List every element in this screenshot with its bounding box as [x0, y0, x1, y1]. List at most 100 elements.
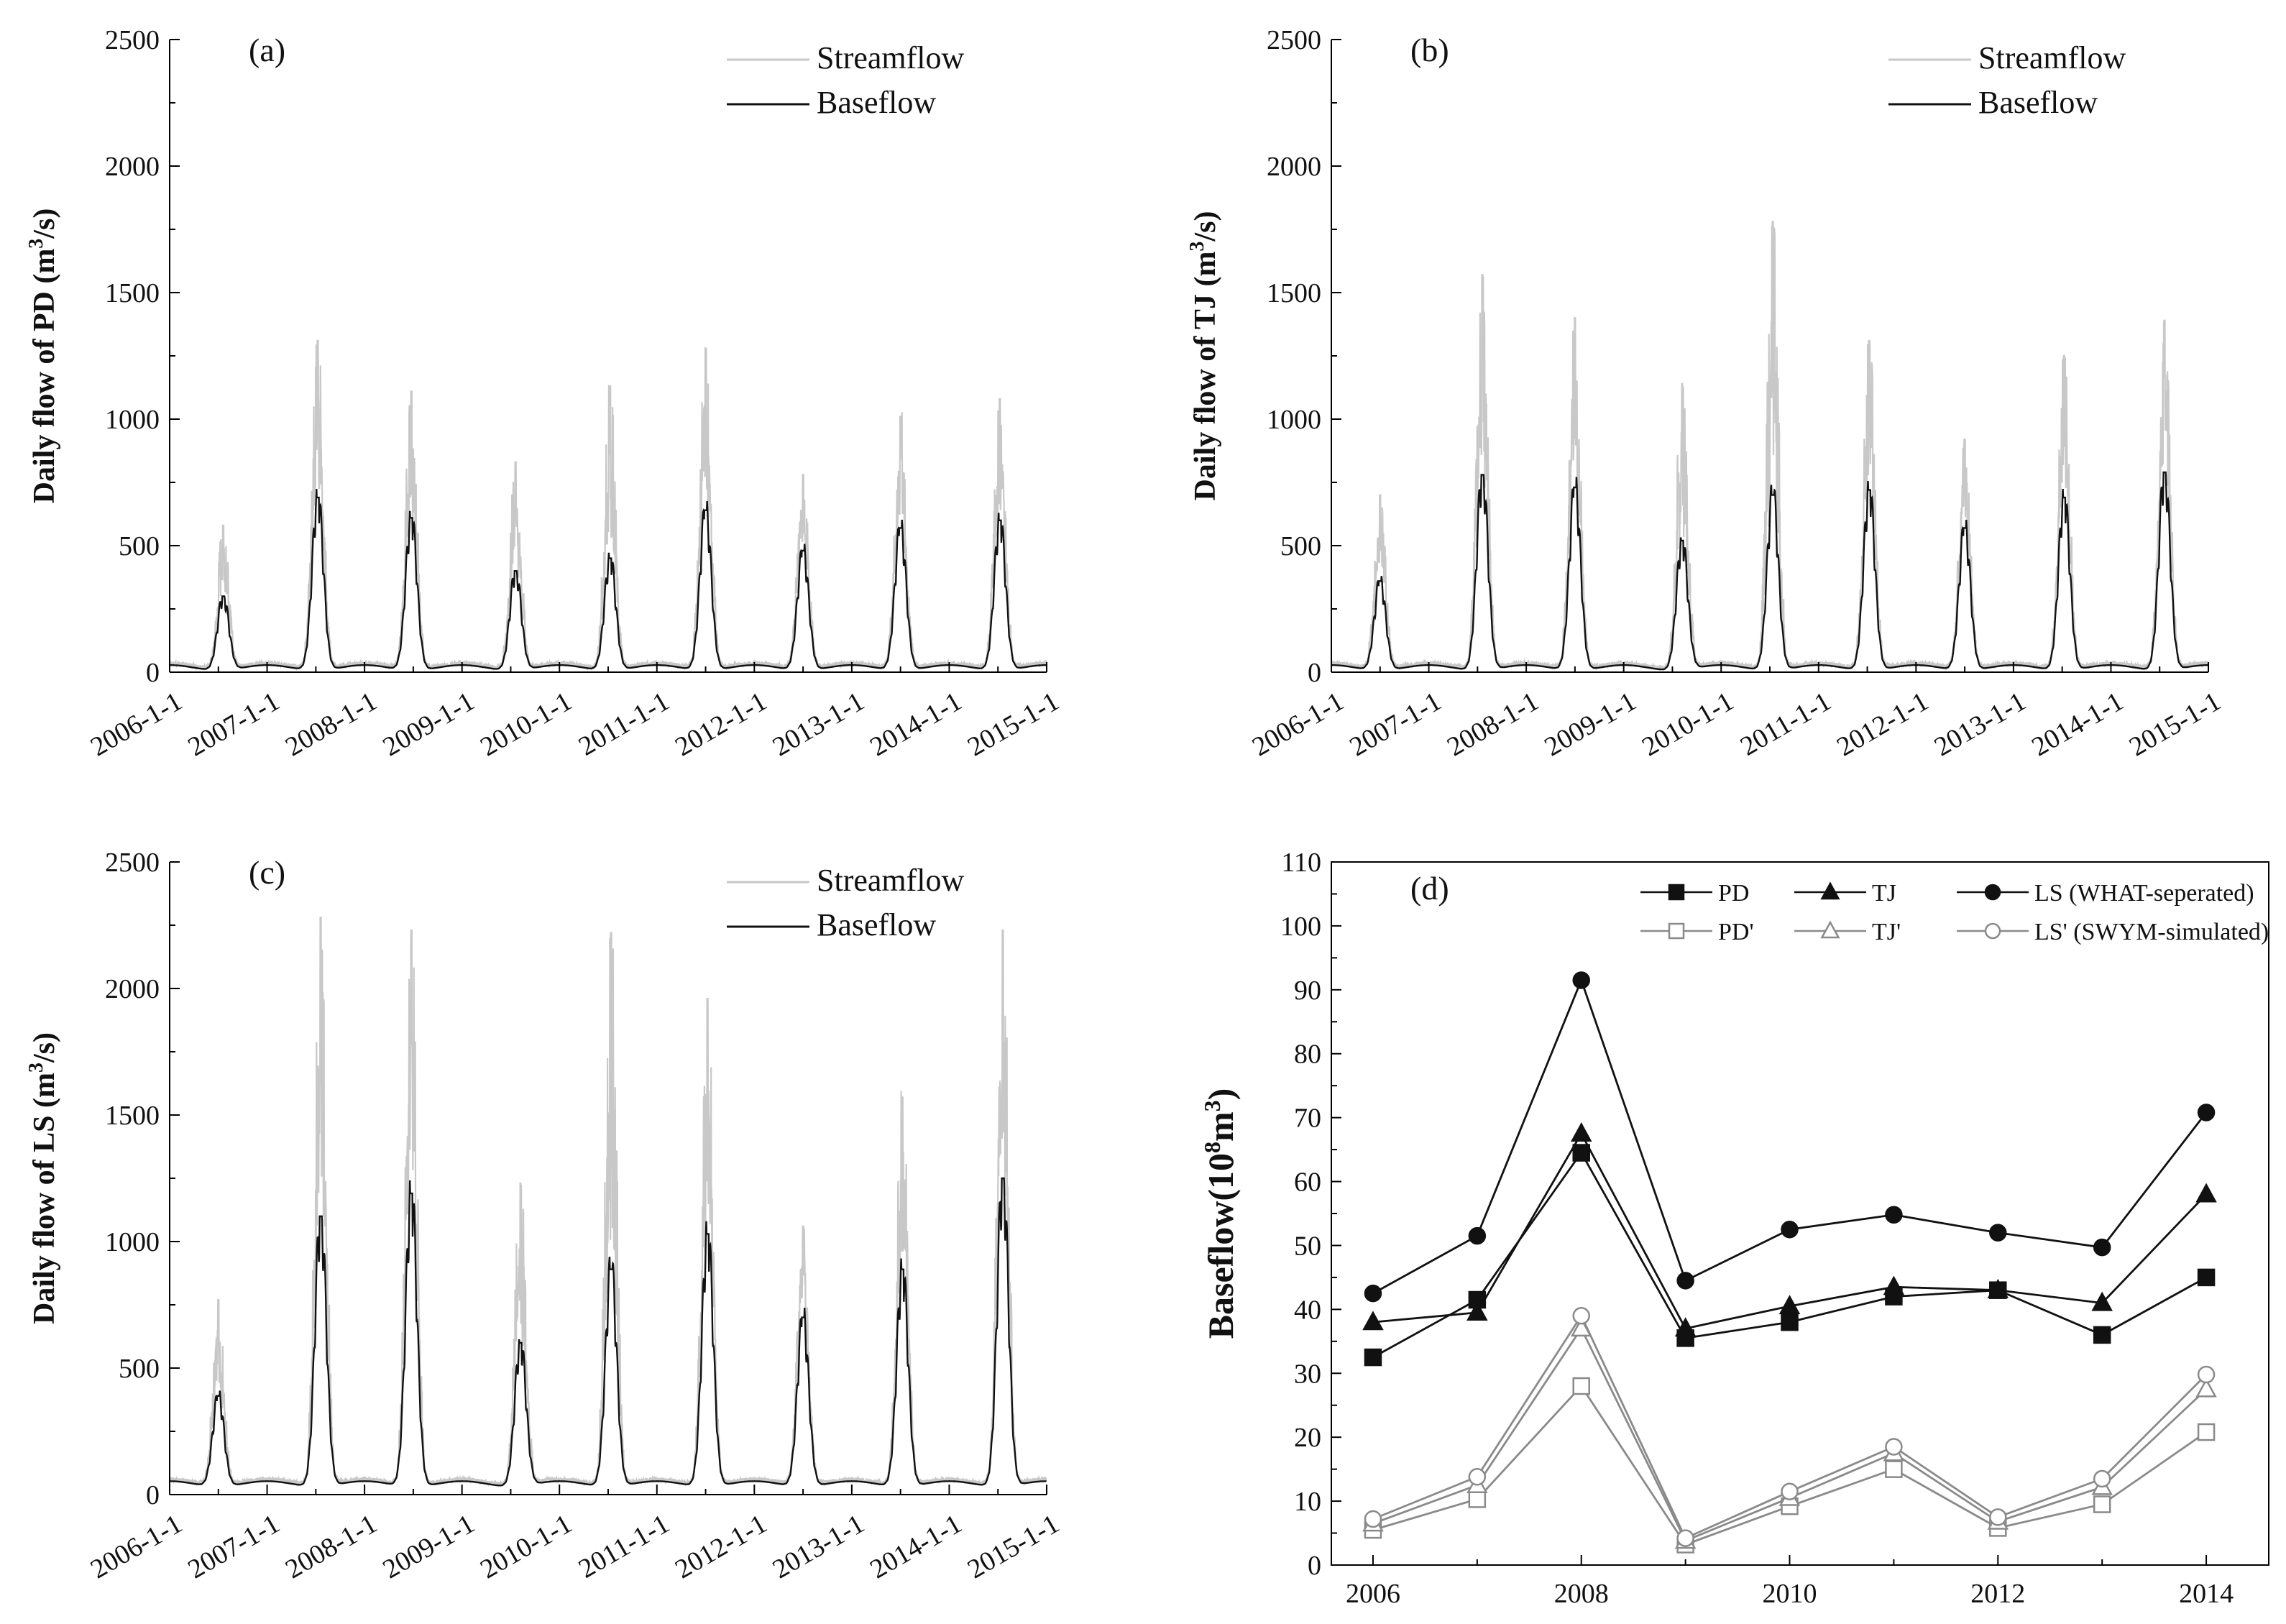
data-point-tj-prime — [2195, 1377, 2217, 1398]
legend-streamflow-label: Streamflow — [1978, 40, 2126, 75]
x-tick-label: 2008 — [1554, 1579, 1609, 1609]
y-tick-label: 2000 — [105, 152, 160, 182]
data-point-ls — [1781, 1220, 1799, 1239]
legend-label: LS (WHAT-seperated) — [2034, 880, 2254, 907]
x-tick-label: 2006-1-1 — [1247, 686, 1349, 762]
data-point-ls-prime — [1885, 1438, 1903, 1456]
data-point-pd-prime — [1468, 1490, 1487, 1508]
legend-streamflow-label: Streamflow — [817, 40, 965, 75]
panel-label: (c) — [249, 854, 285, 891]
y-tick-label: 2500 — [105, 848, 160, 878]
series-line-ls — [1372, 977, 2208, 1295]
streamflow-series-line — [168, 339, 1047, 671]
y-tick-label: 2500 — [1267, 25, 1321, 55]
legend-swatch-marker — [1668, 922, 1685, 940]
y-tick-label: 110 — [1281, 848, 1321, 878]
panel-label: (a) — [249, 32, 285, 68]
x-tick-label: 2008-1-1 — [1442, 686, 1544, 762]
panel-b: 0 500 1000 1500 2000 2500 2006-1-12007-1-12008… — [1186, 25, 2226, 762]
x-tick-label: 2012-1-1 — [670, 1508, 772, 1584]
data-point-ls — [1572, 971, 1590, 989]
y-tick-label: 1500 — [105, 278, 160, 308]
panel-d: 0 10 20 30 40 50 60 70 80 90 100 110 2006 2008 2010 201… — [1199, 848, 2269, 1609]
y-tick-label: 10 — [1294, 1487, 1321, 1517]
x-tick-label: 2006-1-1 — [86, 686, 188, 762]
y-axis-label: Daily flow of TJ (m3/s) — [1186, 211, 1222, 501]
data-point-tj — [1987, 1278, 2009, 1298]
x-tick-label: 2008-1-1 — [280, 686, 382, 762]
x-tick-label: 2012-1-1 — [1832, 686, 1934, 762]
legend-swatch-marker — [1984, 884, 2001, 901]
y-tick-label: 0 — [1308, 658, 1321, 688]
data-point-pd-prime — [2093, 1495, 2111, 1513]
y-axis-label: Baseflow(108m3) — [1199, 1088, 1241, 1339]
legend-streamflow-label: Streamflow — [817, 863, 965, 898]
baseflow-series-line — [1331, 471, 2208, 671]
y-tick-label: 20 — [1294, 1423, 1321, 1453]
data-point-tj — [2091, 1291, 2113, 1311]
data-point-ls-prime — [1468, 1468, 1487, 1486]
legend-label: TJ' — [1872, 919, 1901, 945]
x-tick-label: 2007-1-1 — [1344, 686, 1446, 762]
x-tick-label: 2013-1-1 — [1929, 686, 2032, 762]
streamflow-series-line — [168, 917, 1047, 1488]
y-tick-label: 500 — [1280, 531, 1321, 561]
data-point-pd — [2093, 1326, 2111, 1344]
y-axis-label: Daily flow of LS (m3/s) — [25, 1032, 61, 1324]
y-tick-label: 500 — [119, 1354, 160, 1384]
panel-c: 0 500 1000 1500 2000 2500 2006-1-12007-1-12008… — [25, 848, 1065, 1584]
series-line-pd-prime — [1372, 1384, 2207, 1546]
legend-baseflow-label: Baseflow — [817, 907, 936, 942]
y-tick-label: 500 — [119, 531, 160, 561]
data-point-tj — [1466, 1301, 1488, 1321]
x-tick-label: 2008-1-1 — [280, 1508, 382, 1584]
data-point-ls-prime — [2093, 1469, 2111, 1488]
x-tick-label: 2009-1-1 — [378, 686, 480, 762]
x-tick-label: 2014-1-1 — [865, 686, 967, 762]
y-tick-label: 2500 — [105, 25, 160, 55]
x-tick-label: 2007-1-1 — [183, 686, 285, 762]
y-tick-label: 0 — [146, 658, 160, 688]
y-tick-label: 1000 — [105, 1227, 160, 1257]
data-point-pd-prime — [1885, 1460, 1903, 1478]
y-tick-label: 90 — [1294, 976, 1321, 1006]
data-point-ls-prime — [1676, 1529, 1694, 1547]
baseflow-series-line — [170, 1177, 1047, 1487]
x-tick-label: 2010 — [1763, 1579, 1817, 1609]
x-tick-label: 2010-1-1 — [1637, 686, 1739, 762]
x-tick-label: 2015-1-1 — [963, 1508, 1065, 1584]
x-tick-label: 2006 — [1346, 1579, 1400, 1609]
x-tick-label: 2011-1-1 — [574, 1508, 674, 1584]
legend-label: PD' — [1718, 919, 1754, 945]
data-point-ls — [1364, 1284, 1382, 1303]
y-tick-label: 60 — [1294, 1167, 1321, 1198]
legend-baseflow-label: Baseflow — [817, 85, 936, 120]
data-point-pd-prime — [2197, 1423, 2216, 1441]
y-tick-label: 1000 — [105, 405, 160, 435]
y-tick-label: 40 — [1294, 1295, 1321, 1325]
y-axis-label: Daily flow of PD (m3/s) — [25, 208, 61, 504]
data-point-pd — [2197, 1268, 2216, 1287]
y-tick-label: 2000 — [1267, 152, 1321, 182]
x-tick-label: 2006-1-1 — [86, 1508, 188, 1584]
panel-a: 0 500 1000 1500 2000 2500 2006-1-12007-1-12008… — [25, 25, 1065, 762]
x-tick-label: 2014-1-1 — [2026, 686, 2129, 762]
y-tick-label: 50 — [1294, 1231, 1321, 1261]
legend-swatch-marker — [1820, 920, 1840, 939]
x-tick-label: 2012 — [1970, 1579, 2025, 1609]
x-tick-label: 2014-1-1 — [865, 1508, 967, 1584]
data-point-ls-prime — [1572, 1307, 1590, 1325]
data-point-ls-prime — [1989, 1508, 2007, 1526]
y-tick-label: 100 — [1280, 912, 1321, 942]
y-tick-label: 1500 — [105, 1101, 160, 1131]
legend-swatch-marker — [1820, 881, 1840, 900]
legend-swatch-marker — [1984, 922, 2001, 940]
x-tick-label: 2015-1-1 — [963, 686, 1065, 762]
data-point-ls — [2093, 1238, 2111, 1257]
data-point-tj — [1778, 1295, 1801, 1315]
y-tick-label: 30 — [1294, 1359, 1321, 1389]
panel-label: (d) — [1410, 870, 1449, 907]
y-tick-label: 0 — [146, 1480, 160, 1510]
x-tick-label: 2010-1-1 — [475, 686, 577, 762]
